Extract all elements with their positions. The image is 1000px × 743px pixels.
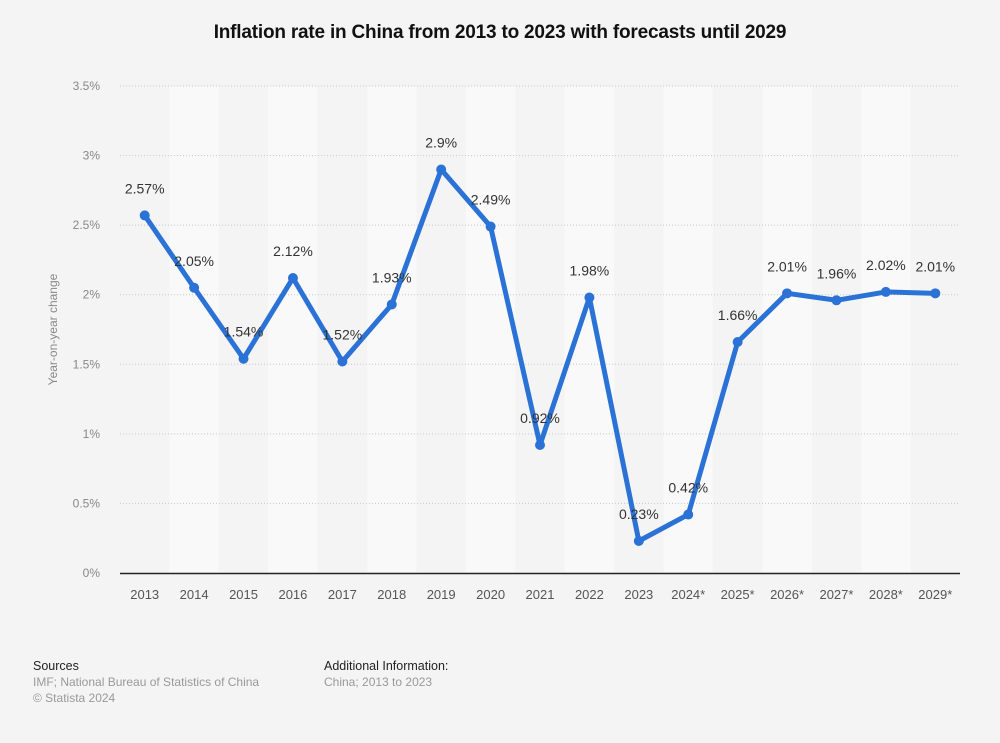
x-tick-label: 2015 — [229, 587, 258, 602]
chart-title: Inflation rate in China from 2013 to 202… — [213, 22, 787, 43]
data-label: 2.02% — [866, 257, 906, 273]
data-point — [287, 273, 298, 284]
y-tick-label: 0% — [83, 566, 101, 580]
data-label: 1.96% — [817, 265, 857, 281]
data-point — [584, 292, 595, 303]
data-point — [485, 221, 496, 232]
y-axis-ticks: 0% 0.5% 1% 1.5% 2% 2.5% 3% 3.5% — [73, 79, 101, 580]
x-tick-label: 2024* — [671, 587, 705, 602]
background-band — [416, 86, 466, 573]
data-point — [633, 535, 644, 546]
data-point — [782, 288, 793, 299]
data-point — [189, 282, 200, 293]
background-band — [367, 86, 417, 573]
data-point — [683, 509, 694, 520]
background-band — [811, 86, 862, 573]
data-label: 1.66% — [718, 307, 758, 323]
x-tick-label: 2018 — [377, 587, 406, 602]
x-tick-label: 2016 — [278, 587, 307, 602]
y-axis-label: Year-on-year change — [46, 273, 60, 385]
data-label: 1.54% — [224, 324, 264, 340]
x-tick-label: 2014 — [180, 587, 209, 602]
data-label: 2.01% — [915, 258, 955, 274]
x-tick-label: 2029* — [918, 587, 952, 602]
additional-info-block: Additional Information: China; 2013 to 2… — [324, 658, 448, 690]
copyright-text: © Statista 2024 — [33, 691, 116, 705]
data-point — [386, 299, 397, 310]
x-tick-label: 2028* — [869, 587, 903, 602]
x-tick-label: 2027* — [819, 587, 853, 602]
data-labels: 2.57% 2.05% 1.54% 2.12% 1.52% 1.93% 2.9% 2.49% 0… — [125, 134, 955, 522]
x-tick-label: 2017 — [328, 587, 357, 602]
background-band — [614, 86, 664, 573]
background-band — [762, 86, 812, 573]
data-point — [831, 295, 842, 306]
background-bands — [120, 86, 960, 573]
y-tick-label: 3% — [83, 149, 101, 163]
data-label: 2.49% — [471, 192, 511, 208]
background-band — [663, 86, 713, 573]
data-point — [880, 286, 891, 297]
data-label: 2.57% — [125, 180, 165, 196]
additional-info-heading: Additional Information: — [324, 659, 449, 673]
data-point — [732, 337, 743, 348]
data-label: 2.9% — [425, 134, 457, 150]
background-band — [910, 86, 960, 573]
x-tick-label: 2021 — [526, 587, 555, 602]
sources-heading: Sources — [33, 659, 79, 673]
y-tick-label: 2.5% — [73, 218, 101, 232]
x-tick-label: 2023 — [624, 587, 653, 602]
y-tick-label: 2% — [83, 288, 101, 302]
data-point — [930, 288, 941, 299]
y-tick-label: 1% — [83, 427, 101, 441]
data-point — [535, 439, 545, 450]
data-label: 1.98% — [570, 262, 610, 278]
background-band — [515, 86, 565, 573]
data-label: 1.52% — [323, 327, 363, 343]
data-label: 0.42% — [668, 480, 708, 496]
x-axis-ticks: 2013 2014 2015 2016 2017 2018 2019 2020 2021 2022… — [130, 587, 952, 602]
x-tick-label: 2022 — [575, 587, 604, 602]
data-label: 2.05% — [174, 253, 214, 269]
data-point — [436, 164, 447, 175]
data-label: 0.23% — [619, 506, 659, 522]
y-tick-label: 1.5% — [73, 357, 101, 371]
data-label: 0.92% — [520, 410, 560, 426]
background-band — [169, 86, 219, 573]
x-tick-label: 2025* — [721, 587, 755, 602]
background-band — [564, 86, 615, 573]
sources-text: IMF; National Bureau of Statistics of Ch… — [33, 675, 260, 689]
x-tick-label: 2020 — [476, 587, 505, 602]
background-band — [712, 86, 763, 573]
background-band — [120, 86, 170, 573]
data-label: 2.12% — [273, 243, 313, 259]
additional-info-text: China; 2013 to 2023 — [324, 675, 433, 689]
x-tick-label: 2013 — [130, 587, 159, 602]
background-band — [465, 86, 516, 573]
data-label: 1.93% — [372, 269, 412, 285]
x-tick-label: 2026* — [770, 587, 804, 602]
x-tick-label: 2019 — [427, 587, 456, 602]
data-point — [238, 353, 249, 364]
background-band — [861, 86, 911, 573]
background-band — [268, 86, 318, 573]
data-label: 2.01% — [767, 258, 807, 274]
y-tick-label: 0.5% — [73, 496, 101, 510]
y-tick-label: 3.5% — [73, 79, 101, 93]
data-point — [139, 210, 150, 221]
data-point — [337, 356, 348, 367]
sources-block: Sources IMF; National Bureau of Statisti… — [33, 658, 259, 706]
data-points — [139, 164, 941, 546]
